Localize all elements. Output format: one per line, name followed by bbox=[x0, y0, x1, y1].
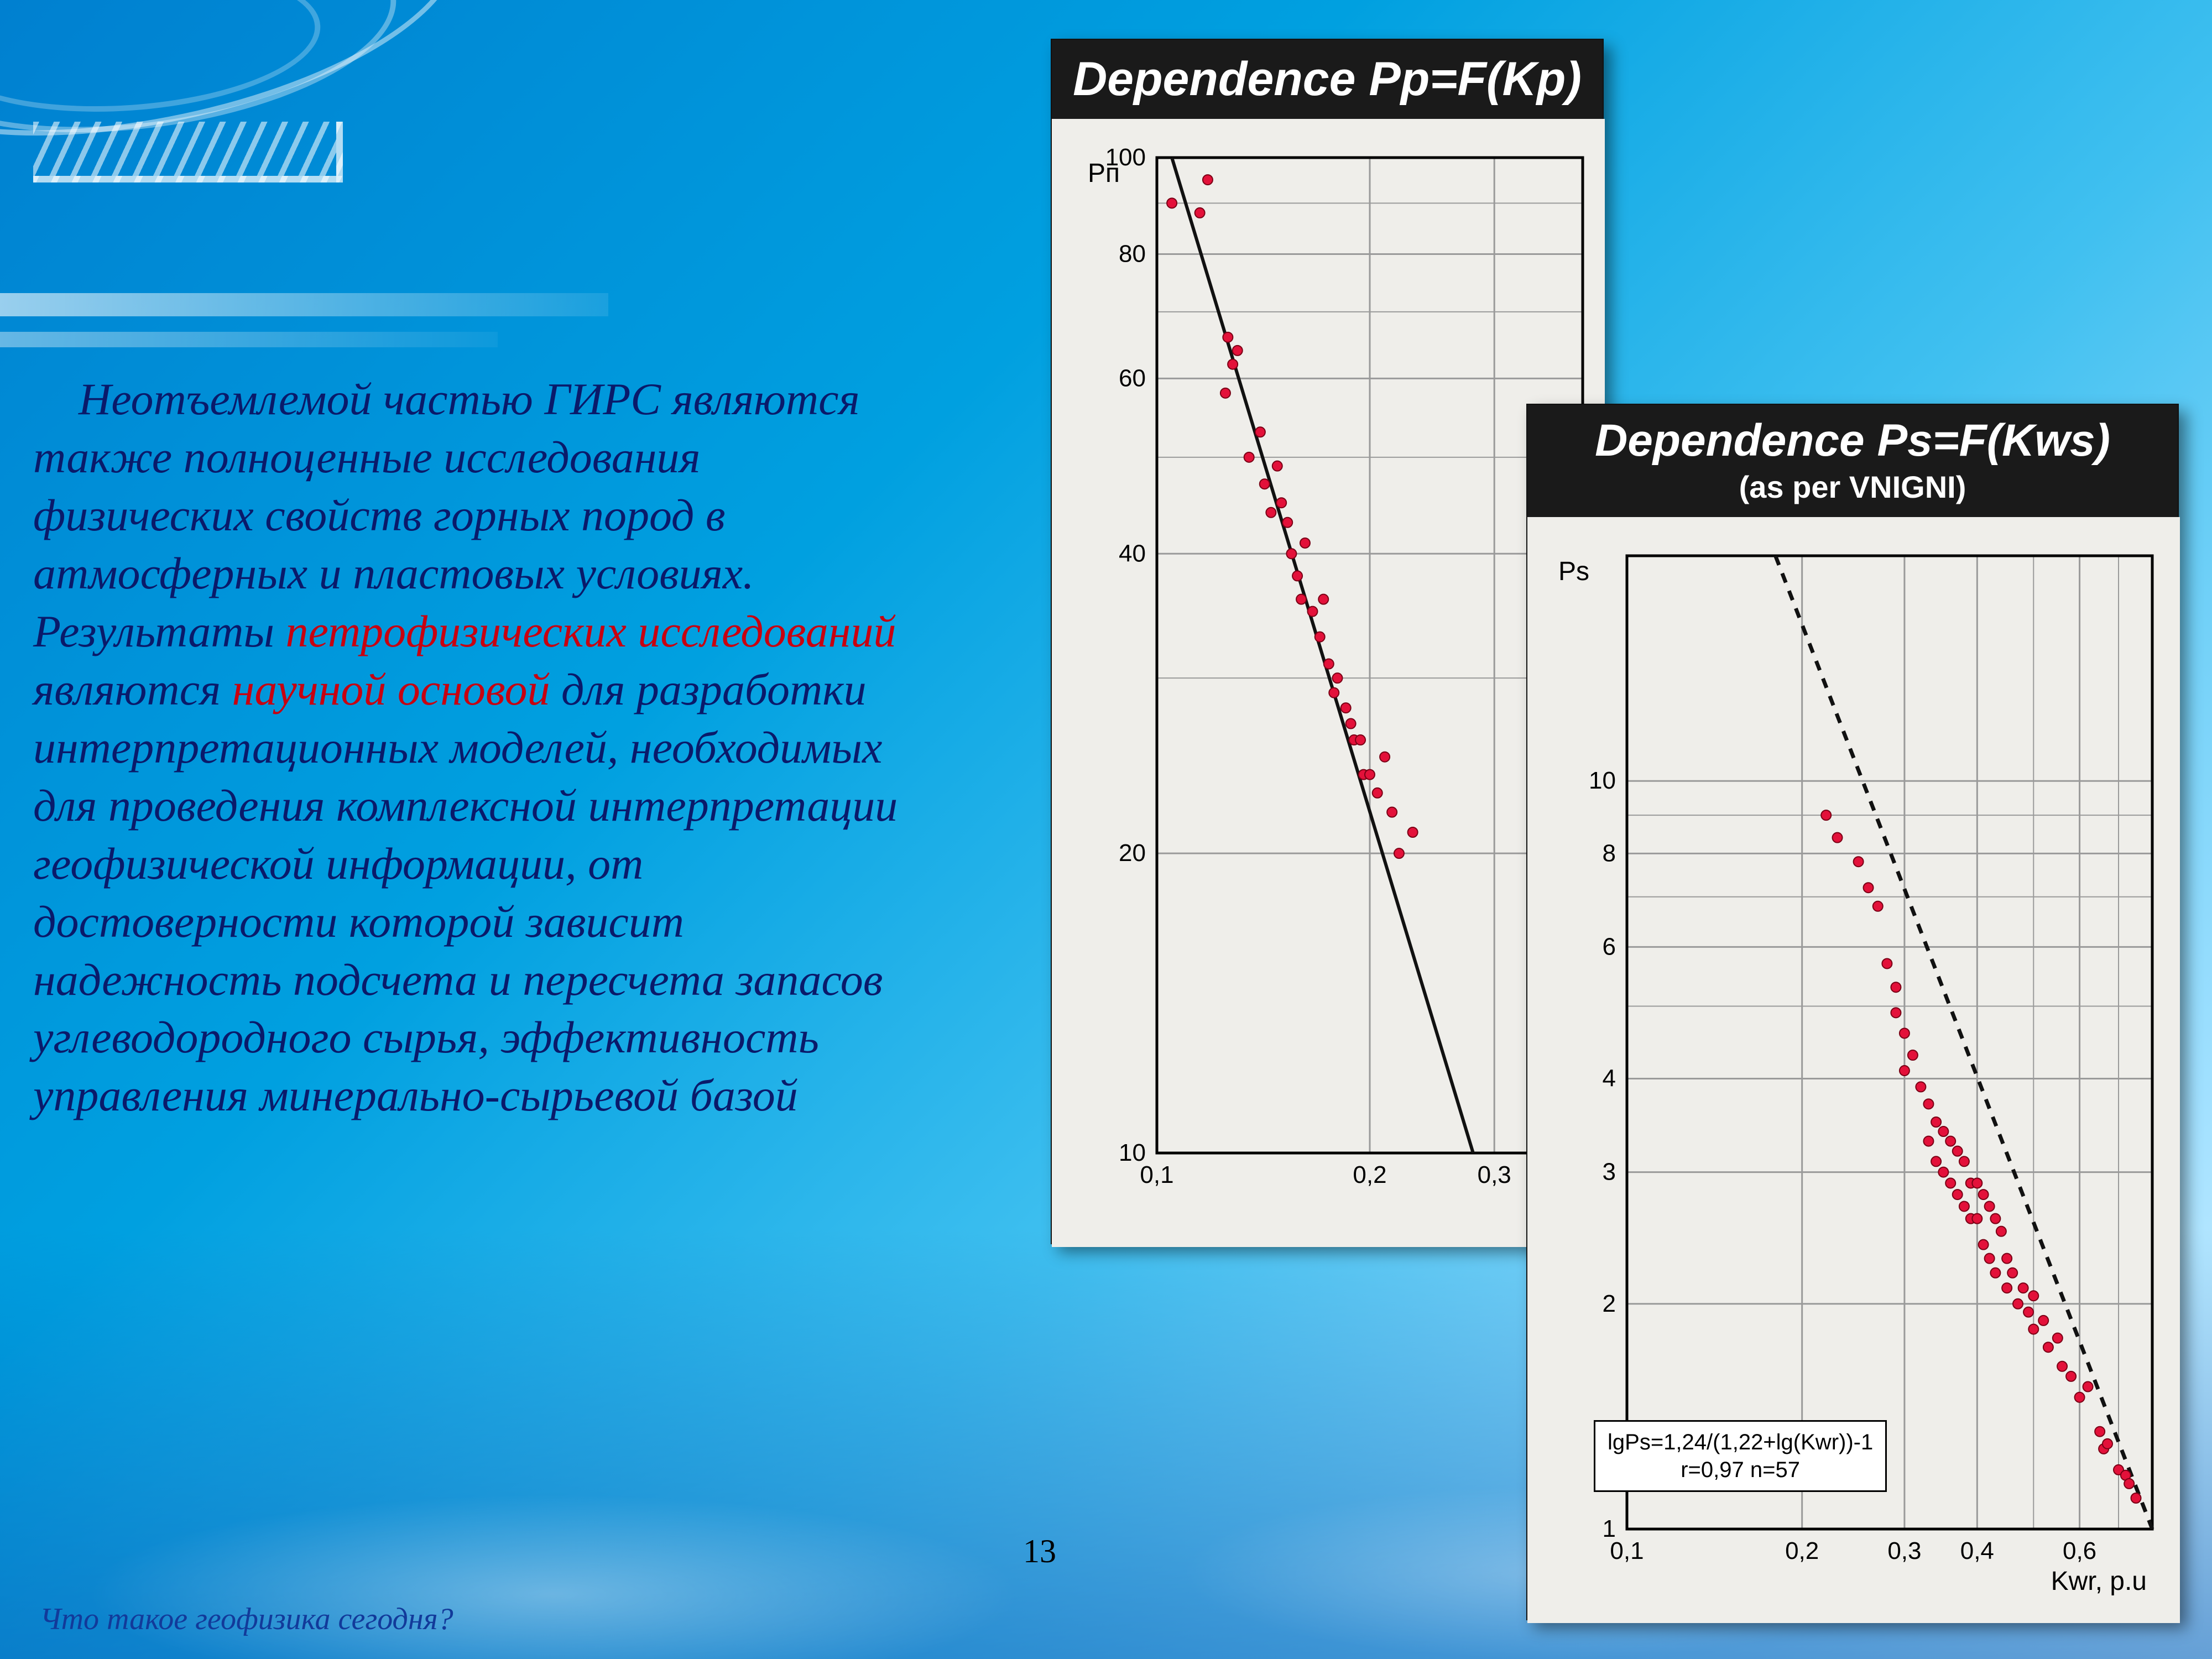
body-text-emph: петрофизических исследований bbox=[286, 606, 896, 656]
svg-text:60: 60 bbox=[1119, 364, 1146, 392]
body-text: для разработки интерпретационных моделей… bbox=[33, 664, 898, 1121]
svg-text:80: 80 bbox=[1119, 240, 1146, 267]
bg-swirl bbox=[0, 0, 325, 124]
chart1-title: Dependence Pp=F(Kp) bbox=[1052, 40, 1603, 119]
svg-text:0,2: 0,2 bbox=[1785, 1537, 1819, 1564]
bg-hatch bbox=[33, 122, 343, 182]
bg-bar bbox=[0, 293, 608, 316]
svg-text:0,3: 0,3 bbox=[1887, 1537, 1921, 1564]
svg-text:Ps: Ps bbox=[1558, 557, 1589, 586]
bg-bar bbox=[0, 332, 498, 347]
chart-panel-pp: Dependence Pp=F(Kp) 0,10,20,30,410204060… bbox=[1051, 39, 1604, 1244]
body-paragraph: Неотъемлемой частью ГИРС являются также … bbox=[33, 371, 924, 1125]
chart2-title: Dependence Ps=F(Kws) bbox=[1527, 405, 2178, 469]
body-text: являются bbox=[33, 664, 232, 714]
svg-text:10: 10 bbox=[1589, 767, 1616, 794]
footer-question: Что такое геофизика сегодня? bbox=[40, 1601, 453, 1637]
chart2-subtitle: (as per VNIGNI) bbox=[1527, 469, 2178, 517]
svg-text:0,2: 0,2 bbox=[1353, 1161, 1386, 1188]
page-number: 13 bbox=[1023, 1532, 1056, 1571]
body-text-emph: научной основой bbox=[232, 664, 561, 714]
svg-text:10: 10 bbox=[1119, 1139, 1146, 1166]
svg-text:1: 1 bbox=[1603, 1515, 1616, 1542]
chart2-legend: lgPs=1,24/(1,22+lg(Kwr))-1 r=0,97 n=57 bbox=[1594, 1420, 1887, 1492]
svg-text:8: 8 bbox=[1603, 839, 1616, 867]
legend-line: r=0,97 n=57 bbox=[1608, 1456, 1873, 1484]
svg-text:Pп: Pп bbox=[1088, 159, 1120, 188]
legend-line: lgPs=1,24/(1,22+lg(Kwr))-1 bbox=[1608, 1428, 1873, 1456]
chart1-plot: 0,10,20,30,41020406080100PпKп bbox=[1052, 119, 1605, 1247]
chart-panel-ps: Dependence Ps=F(Kws) (as per VNIGNI) 0,1… bbox=[1526, 404, 2179, 1620]
svg-text:4: 4 bbox=[1603, 1065, 1616, 1092]
svg-text:0,6: 0,6 bbox=[2063, 1537, 2096, 1564]
svg-text:40: 40 bbox=[1119, 540, 1146, 567]
svg-text:0,3: 0,3 bbox=[1478, 1161, 1511, 1188]
svg-text:2: 2 bbox=[1603, 1290, 1616, 1317]
svg-text:3: 3 bbox=[1603, 1159, 1616, 1186]
svg-text:6: 6 bbox=[1603, 933, 1616, 960]
svg-text:20: 20 bbox=[1119, 839, 1146, 867]
svg-text:0,4: 0,4 bbox=[1960, 1537, 1994, 1564]
svg-text:Kwr, p.u: Kwr, p.u bbox=[2051, 1567, 2147, 1596]
